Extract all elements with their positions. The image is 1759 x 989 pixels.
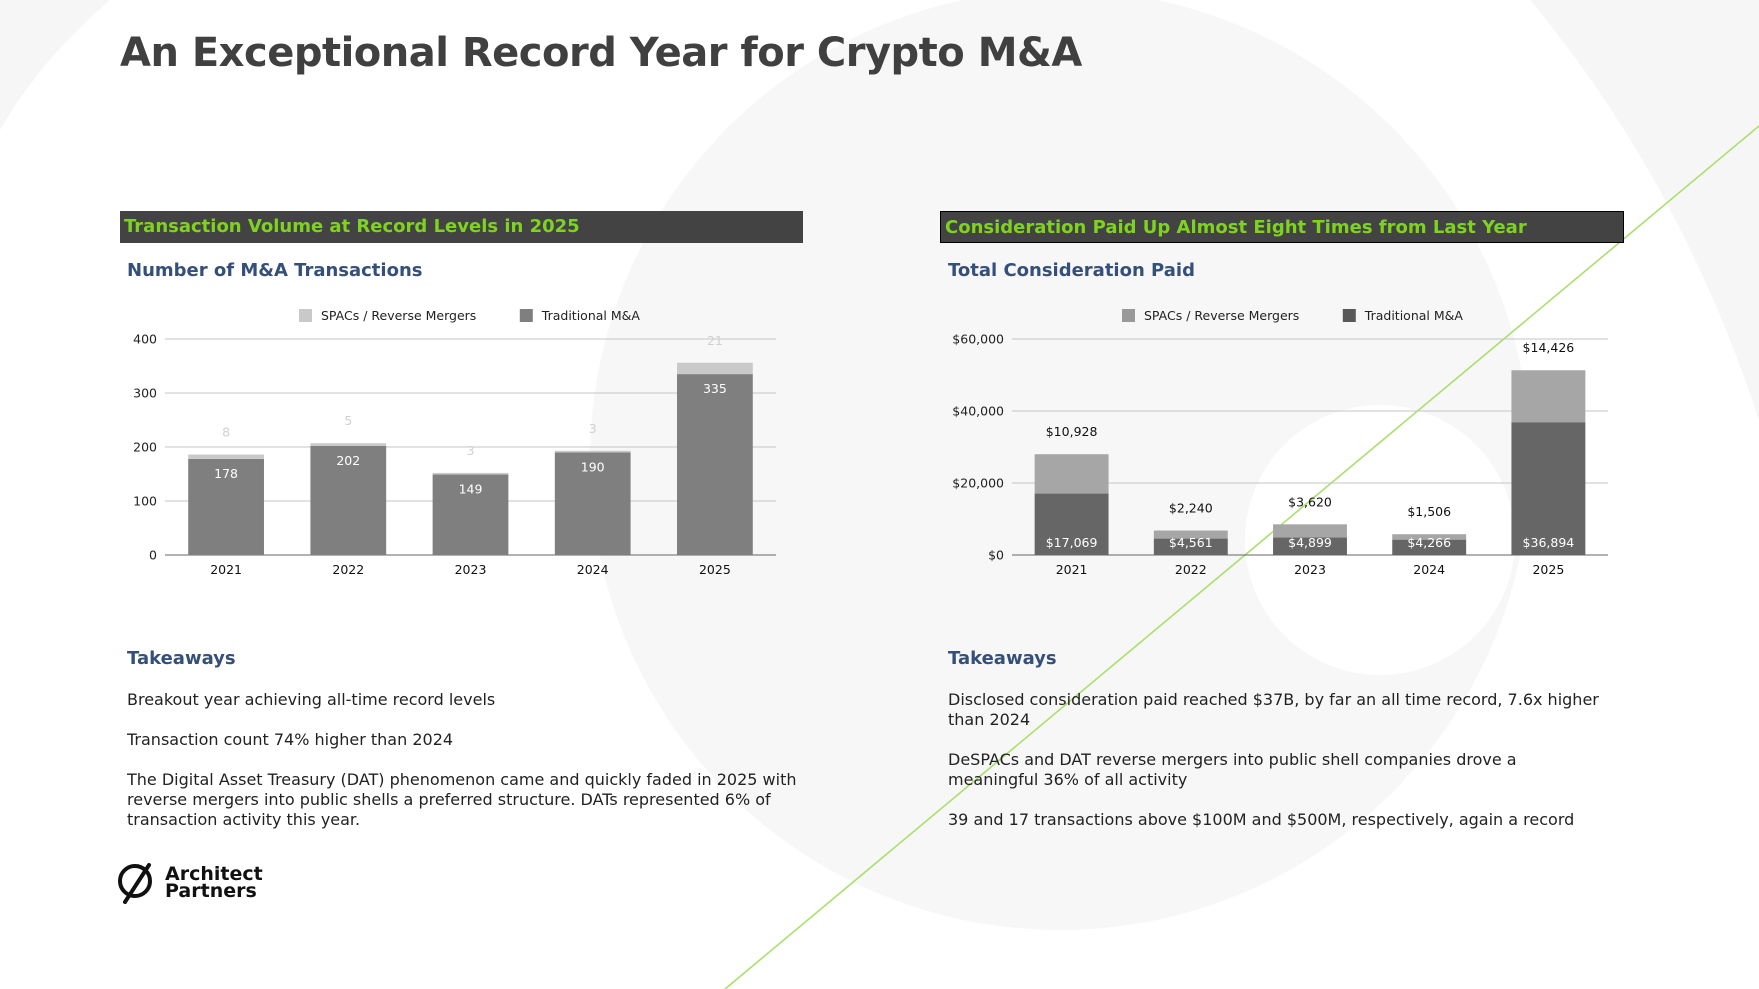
data-label-base: 149 — [459, 482, 483, 497]
y-tick-label: $20,000 — [952, 476, 1004, 491]
bg-right-arc — [1530, 0, 1759, 420]
data-label-base: $4,561 — [1169, 535, 1213, 550]
data-label-top: 5 — [344, 413, 352, 428]
data-label-top: $10,928 — [1046, 424, 1098, 439]
data-label-top: 3 — [589, 421, 597, 436]
bar-top-2023 — [432, 472, 509, 475]
x-tick-label: 2025 — [699, 562, 731, 577]
x-tick-label: 2021 — [1056, 562, 1088, 577]
legend-label-1: Traditional M&A — [541, 308, 641, 323]
legend-swatch-0 — [299, 309, 312, 322]
transactions-chart: SPACs / Reverse Mergers Traditional M&A 0 1… — [133, 308, 776, 577]
x-tick-label: 2023 — [1294, 562, 1326, 577]
x-tick-label: 2024 — [577, 562, 609, 577]
data-label-top: 8 — [222, 425, 230, 440]
bar-top-2024 — [554, 450, 631, 453]
x-tick-label: 2022 — [1175, 562, 1207, 577]
bar-base-2023 — [1273, 537, 1347, 555]
right-takeaway-1: Disclosed consideration paid reached $37… — [948, 690, 1599, 729]
y-tick-label: 400 — [133, 332, 157, 347]
data-label-base: $17,069 — [1046, 535, 1098, 550]
left-takeaways-list: Breakout year achieving all-time record … — [127, 690, 797, 850]
y-tick-label: 100 — [133, 494, 157, 509]
y-tick-label: $40,000 — [952, 404, 1004, 419]
data-label-top: $14,426 — [1523, 340, 1575, 355]
y-tick-label: 300 — [133, 386, 157, 401]
bar-base-2023 — [432, 474, 509, 555]
y-tick-label: $60,000 — [952, 332, 1004, 347]
consideration-chart: SPACs / Reverse Mergers Traditional M&A $0… — [952, 308, 1608, 577]
legend-swatch-1 — [519, 309, 533, 322]
right-banner: Consideration Paid Up Almost Eight Times… — [940, 211, 1624, 243]
logo-line-2: Partners — [165, 880, 257, 902]
bar-base-2025 — [1511, 422, 1586, 555]
data-label-top: 3 — [467, 443, 475, 458]
data-label-base: $4,899 — [1288, 535, 1332, 550]
bar-top-2022 — [310, 443, 387, 446]
data-label-base: 190 — [581, 459, 605, 474]
right-chart-title: Total Consideration Paid — [948, 260, 1195, 281]
data-label-top: 21 — [707, 333, 723, 348]
bar-base-2025 — [677, 374, 753, 555]
left-takeaway-1: Breakout year achieving all-time record … — [127, 690, 496, 709]
bar-top-2024 — [1392, 534, 1467, 540]
x-tick-label: 2025 — [1532, 562, 1564, 577]
x-tick-label: 2022 — [332, 562, 364, 577]
bg-inner-circle — [1245, 405, 1515, 675]
legend-swatch-1 — [1342, 309, 1356, 322]
left-takeaway-3: The Digital Asset Treasury (DAT) phenome… — [127, 770, 797, 829]
x-tick-label: 2023 — [455, 562, 487, 577]
data-label-base: $36,894 — [1523, 535, 1575, 550]
legend-swatch-0 — [1122, 309, 1135, 322]
data-label-base: 335 — [703, 381, 727, 396]
company-logo: Architect Partners — [116, 862, 276, 906]
accent-diagonal-line — [724, 125, 1759, 989]
left-banner: Transaction Volume at Record Levels in 2… — [120, 211, 803, 243]
data-label-base: $4,266 — [1407, 535, 1451, 550]
left-takeaway-2: Transaction count 74% higher than 2024 — [127, 730, 454, 749]
bar-base-2024 — [554, 452, 631, 555]
bar-base-2022 — [1153, 538, 1228, 555]
y-tick-label: 200 — [133, 440, 157, 455]
bar-top-2025 — [1511, 370, 1586, 423]
left-takeaways-title: Takeaways — [127, 648, 236, 669]
legend-label-0: SPACs / Reverse Mergers — [1144, 308, 1299, 323]
bar-top-2021 — [1034, 454, 1109, 494]
data-label-base: 202 — [336, 453, 360, 468]
bar-top-2022 — [1153, 530, 1228, 539]
page-title: An Exceptional Record Year for Crypto M&… — [120, 30, 1082, 76]
legend-label-0: SPACs / Reverse Mergers — [321, 308, 476, 323]
right-takeaways-title: Takeaways — [948, 648, 1057, 669]
legend-label-1: Traditional M&A — [1364, 308, 1464, 323]
logo-line-1: Architect — [165, 863, 263, 885]
y-tick-label: $0 — [988, 548, 1004, 563]
data-label-base: 178 — [214, 466, 238, 481]
logo-mark-icon — [118, 863, 152, 904]
right-takeaways-list: Disclosed consideration paid reached $37… — [948, 690, 1608, 850]
bar-top-2021 — [188, 454, 264, 459]
bar-top-2023 — [1273, 524, 1347, 538]
right-takeaway-2: DeSPACs and DAT reverse mergers into pub… — [948, 750, 1517, 789]
bar-base-2024 — [1392, 539, 1467, 555]
left-chart-title: Number of M&A Transactions — [127, 260, 423, 281]
data-label-top: $2,240 — [1169, 501, 1213, 516]
right-takeaway-3: 39 and 17 transactions above $100M and $… — [948, 810, 1575, 829]
y-tick-label: 0 — [149, 548, 157, 563]
data-label-top: $1,506 — [1407, 504, 1451, 519]
bg-corner-shape — [0, 0, 110, 130]
bar-top-2025 — [677, 362, 753, 375]
bar-base-2022 — [310, 445, 387, 555]
bar-base-2021 — [1034, 493, 1109, 555]
x-tick-label: 2021 — [210, 562, 242, 577]
bar-base-2021 — [188, 458, 264, 555]
x-tick-label: 2024 — [1413, 562, 1445, 577]
data-label-top: $3,620 — [1288, 494, 1332, 509]
